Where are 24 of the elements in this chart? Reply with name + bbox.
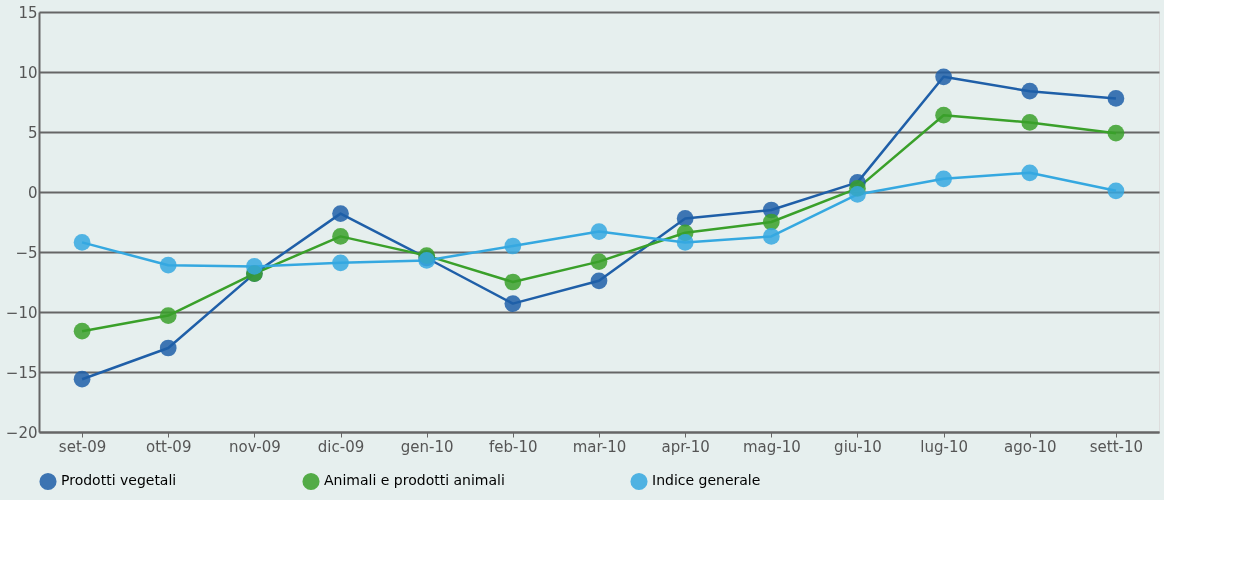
- y-tick-label: −10: [5, 303, 38, 322]
- x-tick-label: set-09: [58, 437, 107, 456]
- x-tick-label: lug-10: [920, 437, 968, 456]
- y-tick-label: −5: [15, 243, 38, 262]
- y-tick-label: −20: [5, 423, 38, 442]
- x-tick-label: nov-09: [229, 437, 281, 456]
- y-tick-label: 0: [27, 183, 38, 202]
- x-tick-label: dic-09: [317, 437, 365, 456]
- x-tick-label: gen-10: [400, 437, 454, 456]
- legend-label: Prodotti vegetali: [61, 472, 177, 489]
- y-tick-label: 15: [18, 3, 38, 22]
- x-tick-label: ago-10: [1003, 437, 1057, 456]
- x-tick-label: feb-10: [489, 437, 538, 456]
- y-tick-label: −15: [5, 363, 38, 382]
- y-tick-label: 10: [18, 63, 38, 82]
- legend-label: Indice generale: [652, 472, 761, 489]
- x-tick-label: giu-10: [834, 437, 882, 456]
- y-tick-label: 5: [27, 123, 38, 142]
- x-tick-label: mar-10: [572, 437, 627, 456]
- x-tick-label: apr-10: [661, 437, 710, 456]
- legend-label: Animali e prodotti animali: [324, 472, 505, 489]
- x-tick-label: mag-10: [742, 437, 801, 456]
- x-tick-label: ott-09: [146, 437, 192, 456]
- x-tick-label: sett-10: [1089, 437, 1144, 456]
